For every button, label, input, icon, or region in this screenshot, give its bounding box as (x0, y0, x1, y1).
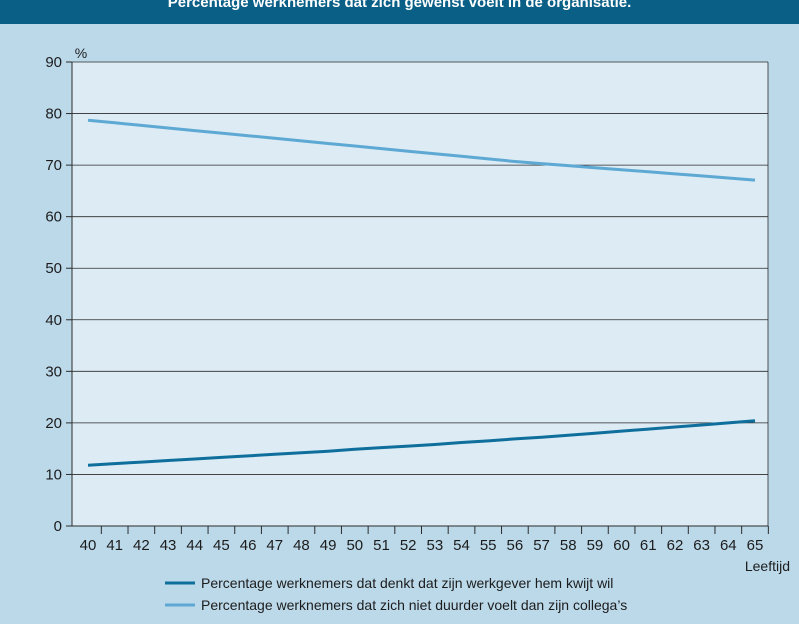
y-tick-label: 90 (45, 54, 62, 71)
x-tick-label: 42 (133, 537, 150, 554)
x-tick-label: 63 (693, 537, 710, 554)
legend-label-2: Percentage werknemers dat zich niet duur… (201, 597, 627, 613)
y-tick-label: 80 (45, 106, 62, 123)
x-tick-label: 56 (507, 537, 524, 554)
x-tick-label: 55 (480, 537, 497, 554)
x-tick-label: 61 (640, 537, 657, 554)
legend-label-1: Percentage werknemers dat denkt dat zijn… (201, 575, 613, 591)
x-tick-label: 54 (453, 537, 470, 554)
x-tick-label: 53 (426, 537, 443, 554)
x-tick-label: 43 (160, 537, 177, 554)
x-tick-label: 51 (373, 537, 390, 554)
x-tick-label: 46 (240, 537, 257, 554)
x-tick-label: 59 (587, 537, 604, 554)
x-tick-label: 52 (400, 537, 417, 554)
x-tick-label: 41 (106, 537, 123, 554)
plot-area (72, 62, 768, 526)
y-tick-label: 30 (45, 363, 62, 380)
x-tick-label: 65 (747, 537, 764, 554)
x-tick-label: 60 (613, 537, 630, 554)
y-tick-label: 70 (45, 157, 62, 174)
x-tick-label: 44 (186, 537, 203, 554)
y-tick-label: 40 (45, 312, 62, 329)
x-tick-label: 58 (560, 537, 577, 554)
x-tick-label: 49 (320, 537, 337, 554)
y-tick-label: 50 (45, 260, 62, 277)
x-tick-label: 40 (80, 537, 97, 554)
title-banner: Percentage werknemers dat zich gewenst v… (0, 0, 799, 24)
series-line-2 (87, 118, 756, 182)
x-tick-label: 45 (213, 537, 230, 554)
series-line-1 (87, 419, 756, 467)
x-axis-label: Leeftijd (745, 558, 790, 574)
x-tick-label: 57 (533, 537, 550, 554)
y-tick-label: 0 (54, 518, 62, 535)
x-tick-label: 50 (346, 537, 363, 554)
x-tick-label: 64 (720, 537, 737, 554)
y-tick-label: 20 (45, 415, 62, 432)
y-tick-label: 60 (45, 209, 62, 226)
y-axis-label: % (75, 45, 87, 61)
x-tick-label: 47 (266, 537, 283, 554)
chart-title: Percentage werknemers dat zich gewenst v… (167, 0, 632, 11)
x-tick-label: 48 (293, 537, 310, 554)
x-tick-label: 62 (667, 537, 684, 554)
y-tick-label: 10 (45, 466, 62, 483)
